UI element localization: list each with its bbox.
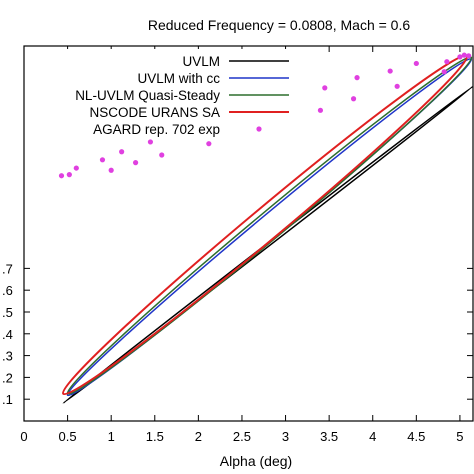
legend-marker xyxy=(256,126,262,132)
data-point xyxy=(73,165,79,171)
x-tick-label: 0 xyxy=(20,429,27,444)
data-point xyxy=(317,107,324,113)
x-tick-label: 4 xyxy=(369,429,376,444)
data-point xyxy=(206,141,212,147)
data-point xyxy=(132,160,139,166)
data-point xyxy=(322,85,328,91)
data-point xyxy=(413,60,419,67)
chart-title: Reduced Frequency = 0.0808, Mach = 0.6 xyxy=(148,17,410,33)
x-tick-label: 2 xyxy=(195,429,202,444)
data-point xyxy=(147,139,154,145)
legend-label: NL-UVLM Quasi-Steady xyxy=(75,88,220,103)
data-point xyxy=(394,83,400,89)
plot-area xyxy=(23,45,474,422)
data-point xyxy=(441,69,447,75)
legend: UVLM UVLM with cc NL-UVLM Quasi-Steady NSCO… xyxy=(44,49,292,137)
legend-label: UVLM xyxy=(182,54,220,69)
tick-layer: 0 0.5 1 1.5 2 2.5 3 3.5 4 4.5 5 .1 .2 .3 .4 .5 .6 .7 xyxy=(2,46,473,444)
y-tick-label: .3 xyxy=(2,349,13,364)
data-point xyxy=(457,54,463,60)
y-tick-label: .4 xyxy=(2,327,13,342)
data-point xyxy=(58,173,65,179)
x-tick-label: 4.5 xyxy=(407,429,425,444)
x-tick-label: 2.5 xyxy=(233,429,251,444)
y-tick-label: .2 xyxy=(2,370,13,385)
data-point xyxy=(159,152,165,158)
data-point xyxy=(354,75,360,81)
data-point xyxy=(444,59,450,65)
x-tick-label: 3.5 xyxy=(320,429,338,444)
x-tick-label: 1 xyxy=(108,429,115,444)
x-axis-label: Alpha (deg) xyxy=(220,453,292,469)
y-tick-label: .7 xyxy=(2,261,13,276)
legend-label: NSCODE URANS SA xyxy=(89,105,220,120)
legend-label: AGARD rep. 702 exp xyxy=(93,122,220,137)
data-point xyxy=(119,149,125,155)
data-point xyxy=(66,172,72,178)
data-point xyxy=(466,53,472,59)
y-tick-label: .1 xyxy=(2,392,13,407)
y-tick-label: .6 xyxy=(2,283,13,298)
data-point xyxy=(99,157,106,163)
y-tick-label: .5 xyxy=(2,305,13,320)
data-point xyxy=(387,68,393,74)
x-tick-label: 1.5 xyxy=(146,429,164,444)
legend-label: UVLM with cc xyxy=(137,71,220,86)
x-tick-label: 0.5 xyxy=(59,429,77,444)
data-point xyxy=(461,52,467,58)
legend-background xyxy=(44,49,292,137)
data-point xyxy=(108,167,114,173)
x-tick-label: 5 xyxy=(456,429,463,444)
x-tick-label: 3 xyxy=(282,429,289,444)
data-point xyxy=(350,96,357,102)
plot-border xyxy=(23,45,474,422)
